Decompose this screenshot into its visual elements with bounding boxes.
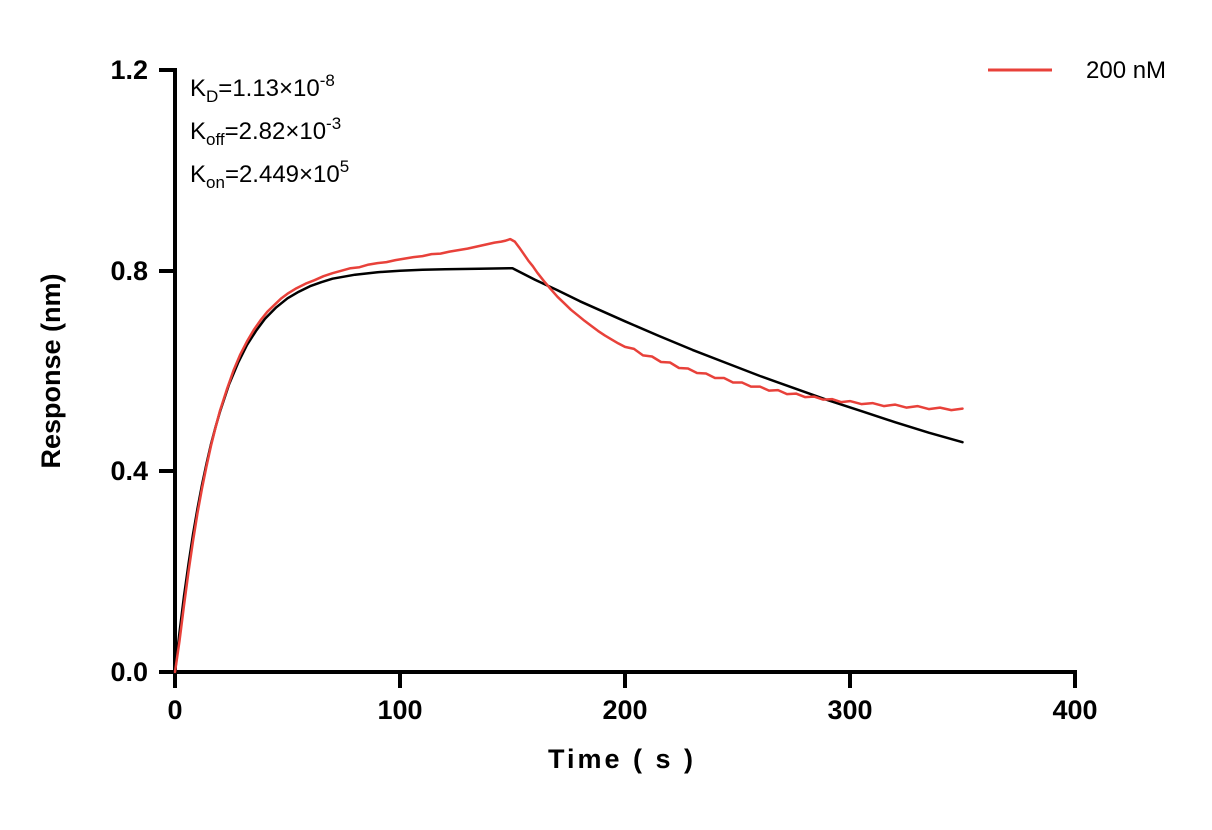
kd-annotation: KD=1.13×10-8 — [190, 71, 335, 106]
x-tick-label: 100 — [377, 695, 422, 725]
x-axis-ticks — [173, 674, 1077, 688]
x-tick-label: 200 — [602, 695, 647, 725]
kinetics-annotations: KD=1.13×10-8 Koff=2.82×10-3 Kon=2.449×10… — [190, 71, 349, 192]
x-axis-title: Time ( s ) — [548, 744, 696, 774]
legend-label: 200 nM — [1086, 57, 1166, 84]
y-tick-label: 0.8 — [110, 256, 148, 286]
x-tick-label: 400 — [1052, 695, 1097, 725]
y-tick-label: 0.4 — [110, 456, 148, 486]
x-axis-tick-labels: 0 100 200 300 400 — [167, 695, 1097, 725]
koff-annotation: Koff=2.82×10-3 — [190, 114, 341, 149]
fit-curve — [173, 266, 964, 674]
y-tick-label: 0.0 — [110, 657, 148, 687]
x-tick-label: 300 — [827, 695, 872, 725]
response-curve-200nM — [173, 237, 964, 674]
y-axis-tick-labels: 0.0 0.4 0.8 1.2 — [110, 55, 148, 687]
legend: 200 nM — [988, 57, 1166, 84]
kon-annotation: Kon=2.449×105 — [190, 157, 349, 192]
x-tick-label: 0 — [167, 695, 182, 725]
y-tick-label: 1.2 — [110, 55, 148, 85]
y-axis-ticks — [159, 68, 173, 674]
y-axis-title: Response (nm) — [36, 273, 66, 468]
